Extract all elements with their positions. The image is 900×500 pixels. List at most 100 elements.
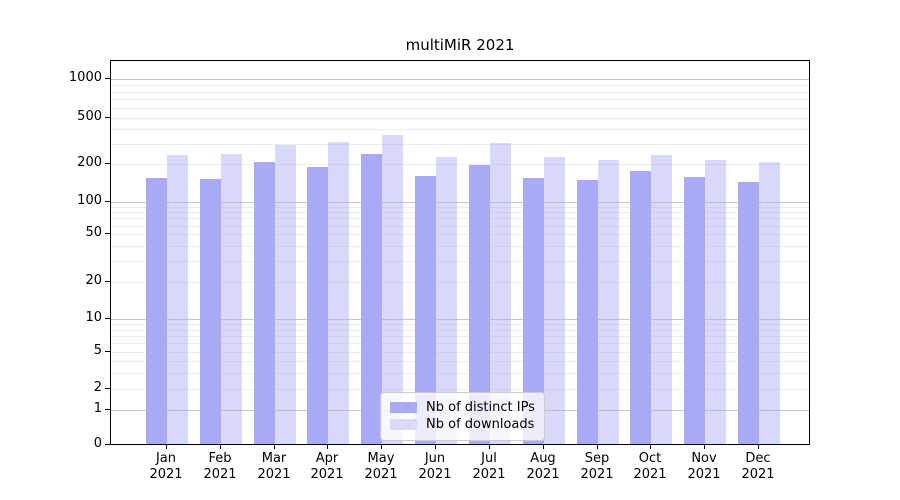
y-tick [105,201,110,202]
bar-downloads [598,160,619,444]
x-tick [650,445,651,449]
legend-label-distinct-ips: Nb of distinct IPs [426,400,535,415]
bar-downloads [275,145,296,444]
y-tick-label: 1000 [68,70,102,85]
bar-distinct-ips [146,178,167,444]
x-tick-label: Mar 2021 [257,451,291,482]
bar-downloads [167,155,188,444]
gridline-major [111,79,809,80]
y-tick-label: 2 [93,380,102,395]
y-tick-label: 1 [93,401,102,416]
gridline-minor [111,389,809,390]
gridline-major [111,202,809,203]
gridline-minor [111,282,809,283]
y-tick [105,281,110,282]
y-tick [105,409,110,410]
bar-downloads [436,157,457,444]
y-tick [105,388,110,389]
gridline-minor [111,336,809,337]
bar-downloads [759,162,780,444]
gridline-minor [111,226,809,227]
y-tick-label: 100 [77,193,102,208]
bar-distinct-ips [469,165,490,444]
x-tick-label: Aug 2021 [526,451,560,482]
bar-distinct-ips [361,154,382,444]
x-tick-label: Jun 2021 [418,451,452,482]
bar-distinct-ips [523,178,544,444]
bar-downloads [705,160,726,444]
gridline-minor [111,99,809,100]
bar-downloads [382,135,403,444]
x-tick [166,445,167,449]
gridline-minor [111,330,809,331]
x-tick [543,445,544,449]
bar-distinct-ips [738,182,759,444]
y-tick-label: 50 [85,225,102,240]
y-tick [105,318,110,319]
y-tick [105,351,110,352]
gridline-minor [111,324,809,325]
x-tick [435,445,436,449]
bar-distinct-ips [684,177,705,444]
legend-label-downloads: Nb of downloads [426,417,535,432]
gridline-minor [111,118,809,119]
plot-area [110,60,810,445]
gridline-minor [111,108,809,109]
bar-downloads [651,155,672,444]
x-tick [597,445,598,449]
y-tick-label: 500 [77,109,102,124]
y-tick [105,444,110,445]
legend-swatch-distinct-ips [390,402,417,413]
gridline-minor [111,212,809,213]
chart-title: multiMiR 2021 [405,36,515,54]
gridline-minor [111,144,809,145]
y-tick-label: 0 [93,436,102,451]
x-tick [704,445,705,449]
legend-swatch-downloads [390,419,417,430]
gridline-minor [111,373,809,374]
x-tick [220,445,221,449]
gridline-minor [111,343,809,344]
x-tick [489,445,490,449]
x-tick-label: Dec 2021 [741,451,775,482]
bar-distinct-ips [415,176,436,444]
bar-downloads [328,142,349,444]
x-tick-label: May 2021 [364,451,398,482]
x-tick-label: Sep 2021 [580,451,614,482]
y-tick-label: 5 [93,343,102,358]
x-tick [274,445,275,449]
gridline-minor [111,246,809,247]
legend: Nb of distinct IPs Nb of downloads [380,392,545,441]
x-tick [327,445,328,449]
x-tick-label: Oct 2021 [633,451,667,482]
y-tick-label: 10 [85,310,102,325]
gridline-minor [111,92,809,93]
bar-distinct-ips [200,179,221,444]
y-tick-label: 200 [77,155,102,170]
bar-downloads [221,154,242,444]
bar-downloads [544,157,565,444]
bar-distinct-ips [630,171,651,444]
gridline-minor [111,85,809,86]
gridline-major [111,319,809,320]
gridline-minor [111,129,809,130]
gridline-minor [111,361,809,362]
y-tick [105,78,110,79]
bar-distinct-ips [307,167,328,444]
y-tick [105,233,110,234]
gridline-minor [111,164,809,165]
gridline-minor [111,261,809,262]
x-tick-label: Feb 2021 [203,451,237,482]
bar-downloads [490,143,511,444]
y-tick-label: 20 [85,273,102,288]
legend-item-downloads: Nb of downloads [390,417,535,432]
bar-distinct-ips [577,180,598,444]
x-tick [758,445,759,449]
y-tick [105,163,110,164]
bar-distinct-ips [254,162,275,444]
gridline-minor [111,234,809,235]
gridline-minor [111,207,809,208]
legend-item-distinct-ips: Nb of distinct IPs [390,400,535,415]
gridline-minor [111,352,809,353]
